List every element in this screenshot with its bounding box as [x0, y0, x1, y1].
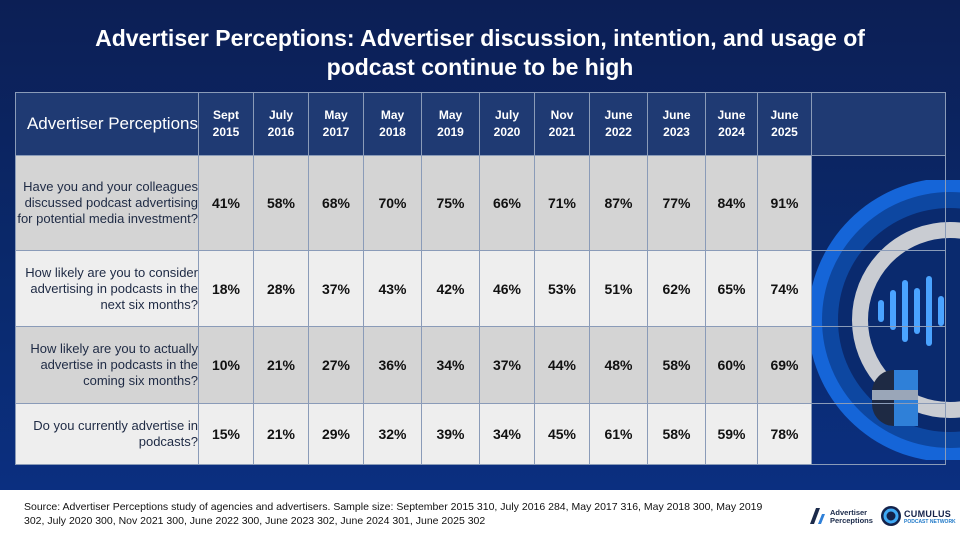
value-cell: 62% [647, 250, 706, 327]
value-cell: 58% [647, 326, 706, 404]
row-spacer [811, 326, 946, 404]
row-spacer [811, 403, 946, 465]
table-row: Do you currently advertise in podcasts? … [15, 403, 946, 465]
value-cell: 58% [647, 403, 706, 465]
column-header: June 2022 [589, 92, 648, 156]
value-cell: 37% [479, 326, 535, 404]
value-cell: 70% [363, 155, 422, 251]
slide-title: Advertiser Perceptions: Advertiser discu… [95, 25, 865, 80]
value-cell: 58% [253, 155, 309, 251]
column-header: June 2023 [647, 92, 706, 156]
slide-background: Advertiser Perceptions: Advertiser discu… [0, 0, 960, 490]
value-cell: 87% [589, 155, 648, 251]
row-question: Do you currently advertise in podcasts? [15, 403, 199, 465]
value-cell: 68% [308, 155, 364, 251]
value-cell: 53% [534, 250, 590, 327]
value-cell: 28% [253, 250, 309, 327]
cumulus-logo-icon [881, 506, 901, 526]
column-header: Nov 2021 [534, 92, 590, 156]
value-cell: 32% [363, 403, 422, 465]
value-cell: 91% [757, 155, 812, 251]
value-cell: 27% [308, 326, 364, 404]
column-header: June 2024 [705, 92, 758, 156]
value-cell: 84% [705, 155, 758, 251]
column-header: July 2020 [479, 92, 535, 156]
value-cell: 43% [363, 250, 422, 327]
value-cell: 44% [534, 326, 590, 404]
advertiser-perceptions-logo: Advertiser Perceptions [810, 506, 876, 528]
value-cell: 60% [705, 326, 758, 404]
cumulus-name: CUMULUS [904, 509, 952, 519]
value-cell: 75% [421, 155, 480, 251]
value-cell: 74% [757, 250, 812, 327]
value-cell: 66% [479, 155, 535, 251]
corner-label: Advertiser Perceptions [15, 92, 199, 156]
column-header: May 2018 [363, 92, 422, 156]
header-row: Advertiser Perceptions Sept 2015 July 2016… [15, 92, 946, 156]
value-cell: 42% [421, 250, 480, 327]
value-cell: 46% [479, 250, 535, 327]
row-spacer [811, 155, 946, 251]
column-header: May 2019 [421, 92, 480, 156]
value-cell: 59% [705, 403, 758, 465]
value-cell: 51% [589, 250, 648, 327]
value-cell: 69% [757, 326, 812, 404]
value-cell: 41% [198, 155, 254, 251]
value-cell: 36% [363, 326, 422, 404]
value-cell: 48% [589, 326, 648, 404]
ap-logo-text: Advertiser Perceptions [830, 508, 873, 525]
value-cell: 45% [534, 403, 590, 465]
value-cell: 78% [757, 403, 812, 465]
value-cell: 18% [198, 250, 254, 327]
header-spacer [811, 92, 946, 156]
perceptions-table: Advertiser Perceptions Sept 2015 July 2016… [15, 92, 946, 465]
column-header: May 2017 [308, 92, 364, 156]
row-spacer [811, 250, 946, 327]
value-cell: 77% [647, 155, 706, 251]
column-header: June 2025 [757, 92, 812, 156]
column-header: Sept 2015 [198, 92, 254, 156]
value-cell: 34% [479, 403, 535, 465]
ap-logo-icon [810, 508, 825, 524]
value-cell: 39% [421, 403, 480, 465]
row-question: How likely are you to actually advertise… [15, 326, 199, 404]
value-cell: 37% [308, 250, 364, 327]
table-row: How likely are you to consider advertisi… [15, 250, 946, 327]
value-cell: 10% [198, 326, 254, 404]
table-row: Have you and your colleagues discussed p… [15, 155, 946, 251]
row-question: Have you and your colleagues discussed p… [15, 155, 199, 251]
value-cell: 21% [253, 326, 309, 404]
value-cell: 15% [198, 403, 254, 465]
source-note: Source: Advertiser Perceptions study of … [24, 501, 763, 527]
value-cell: 61% [589, 403, 648, 465]
value-cell: 21% [253, 403, 309, 465]
value-cell: 29% [308, 403, 364, 465]
value-cell: 71% [534, 155, 590, 251]
cumulus-subtitle: PODCAST NETWORK [904, 519, 956, 525]
row-question: How likely are you to consider advertisi… [15, 250, 199, 327]
cumulus-podcast-network-logo: CUMULUS PODCAST NETWORK [880, 505, 960, 529]
table-row: How likely are you to actually advertise… [15, 326, 946, 404]
value-cell: 34% [421, 326, 480, 404]
column-header: July 2016 [253, 92, 309, 156]
value-cell: 65% [705, 250, 758, 327]
